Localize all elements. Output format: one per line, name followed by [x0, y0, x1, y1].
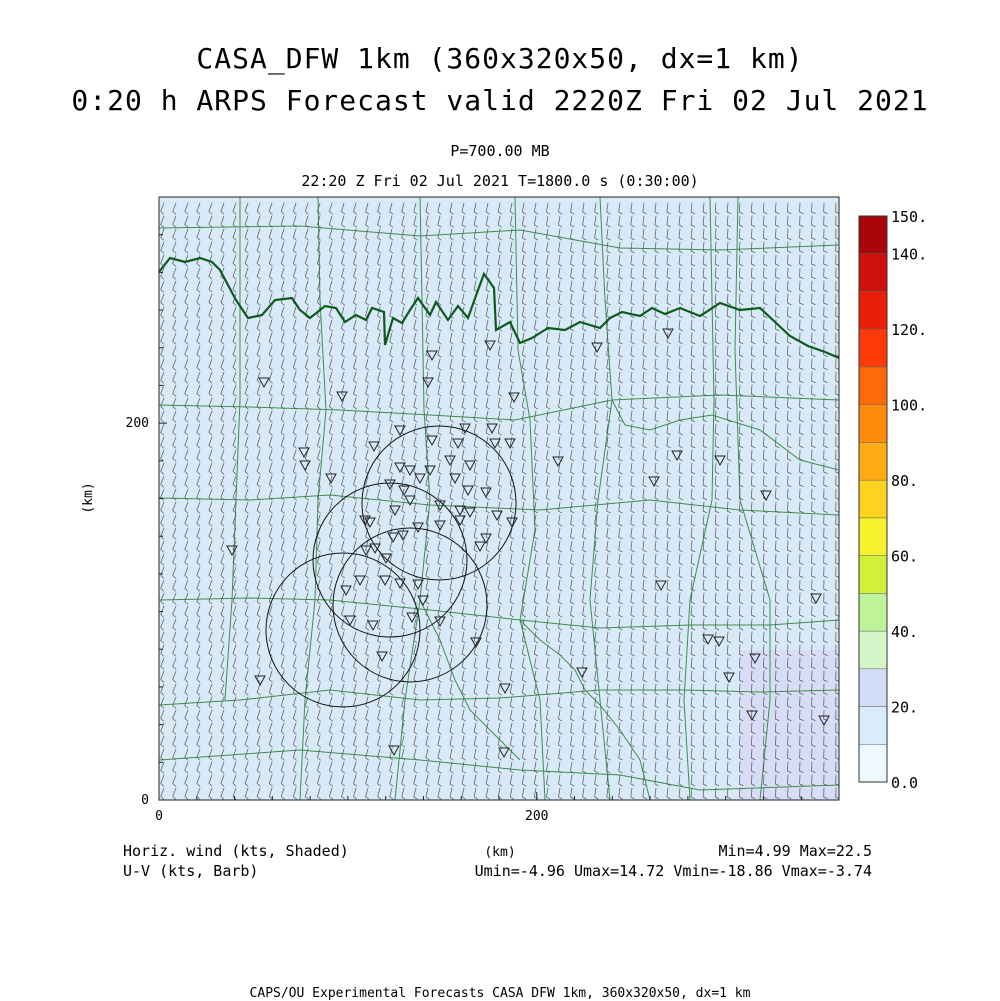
- county-line: [734, 197, 771, 800]
- color-scale-step: [858, 328, 888, 368]
- county-boundaries: [159, 197, 839, 800]
- station-marker: [226, 328, 830, 759]
- color-scale-step: [858, 555, 888, 594]
- county-line: [419, 599, 521, 761]
- uv-stats-readout: Umin=-4.96 Umax=14.72 Vmin=-18.86 Vmax=-…: [474, 862, 872, 880]
- min-max-readout: Min=4.99 Max=22.5: [718, 842, 872, 860]
- county-line: [159, 749, 839, 791]
- color-scale-frame: [858, 215, 888, 783]
- wind-speed-max-patch: [740, 650, 839, 800]
- x-tick-label: 0: [155, 809, 163, 824]
- color-scale-label: 0.0: [891, 774, 918, 792]
- y-tick-label: 0: [141, 793, 149, 808]
- color-scale-step: [858, 479, 888, 519]
- county-line: [519, 619, 651, 800]
- county-line: [514, 197, 546, 800]
- color-scale-step: [858, 442, 888, 481]
- color-scale-step: [858, 253, 888, 292]
- state-boundary-line: [159, 256, 839, 360]
- valid-time-label: 22:20 Z Fri 02 Jul 2021 T=1800.0 s (0:30…: [301, 172, 699, 190]
- axis-ticks: [158, 234, 802, 801]
- color-scale-label: 40.: [891, 623, 918, 641]
- color-scale-step: [858, 630, 888, 670]
- color-scale-label: 80.: [891, 472, 918, 490]
- county-line: [299, 197, 327, 800]
- color-scale-step: [858, 744, 888, 783]
- color-scale-label: 100.: [891, 397, 927, 415]
- color-scale-label: 140.: [891, 246, 927, 264]
- radar-range-rings: [265, 425, 517, 708]
- color-scale-label: 60.: [891, 548, 918, 566]
- radar-ring: [265, 552, 421, 708]
- y-tick-label: 200: [126, 416, 149, 431]
- county-line: [394, 197, 431, 800]
- color-scale-label: 20.: [891, 699, 918, 717]
- figure-title: CASA_DFW 1km (360x320x50, dx=1 km): [196, 42, 804, 75]
- shaded-field-label: Horiz. wind (kts, Shaded): [123, 842, 349, 860]
- color-scale-step: [858, 668, 888, 707]
- color-scale-step: [858, 706, 888, 745]
- county-line: [159, 225, 839, 251]
- wind-barb-field: [160, 202, 839, 800]
- radar-ring: [312, 482, 468, 638]
- color-scale-label: 120.: [891, 321, 927, 339]
- color-scale-step: [858, 291, 888, 330]
- color-scale-step: [858, 366, 888, 405]
- wind-barbs: [160, 202, 839, 800]
- color-scale-step: [858, 593, 888, 632]
- x-axis-label: (km): [484, 845, 515, 860]
- color-scale-step: [858, 215, 888, 254]
- county-line: [683, 197, 715, 800]
- x-tick-label: 200: [525, 809, 548, 824]
- plot-area: [159, 197, 839, 800]
- county-line: [159, 394, 839, 421]
- radar-ring: [332, 527, 488, 683]
- color-scale-bar: 0.0 20. 40. 60. 80. 100. 120. 140. 150.: [858, 208, 927, 792]
- y-axis-label: (km): [81, 482, 96, 513]
- county-line: [159, 494, 839, 516]
- footer-credit: CAPS/OU Experimental Forecasts CASA DFW …: [249, 986, 751, 1001]
- color-scale-step: [858, 404, 888, 443]
- pressure-level-label: P=700.00 MB: [450, 142, 550, 160]
- station-markers: [226, 328, 830, 759]
- color-scale-step: [858, 517, 888, 556]
- color-scale-label: 150.: [891, 208, 927, 226]
- radar-ring: [361, 425, 517, 581]
- county-line: [611, 399, 839, 471]
- barb-field-label: U-V (kts, Barb): [123, 862, 259, 880]
- figure-subtitle: 0:20 h ARPS Forecast valid 2220Z Fri 02 …: [71, 84, 929, 117]
